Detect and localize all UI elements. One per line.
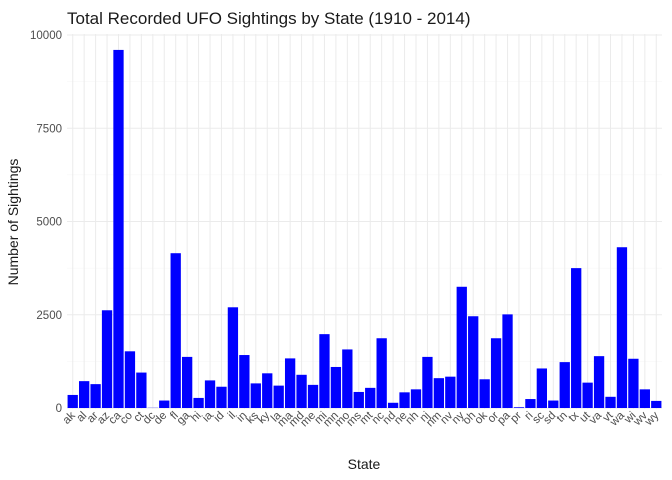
bar-oh [468,316,479,408]
bar-nm [433,378,445,408]
bar-ma [284,358,296,408]
bar-or [490,338,502,408]
bar-al [79,381,90,408]
bar-wv [639,389,650,408]
y-tick-label: 7500 [36,123,62,135]
y-axis-title: Number of Sightings [5,159,21,286]
y-tick-label: 2500 [36,310,62,322]
bar-pr [513,407,525,408]
x-tick-label: id [212,410,227,425]
bar-de [159,400,170,408]
bar-ny [456,286,467,408]
bar-in [239,355,250,408]
bar-tx [571,268,582,408]
bar-sd [548,400,559,408]
bar-ct [136,372,147,408]
bar-ms [353,391,364,408]
bar-id [216,386,227,408]
bar-va [593,356,605,408]
bar-mn [330,366,342,408]
x-tick-label: de [152,410,170,428]
bar-md [296,374,307,408]
bar-ak [67,394,78,408]
y-tick-label: 10000 [30,30,62,42]
x-tick-label: nh [404,410,422,428]
bar-nc [376,338,387,408]
x-tick-label: co [118,410,135,427]
bar-ok [479,379,490,408]
y-tick-label: 5000 [36,217,62,229]
bar-ky [262,373,273,408]
bar-wy [651,400,662,408]
bar-me [307,384,319,408]
x-axis-title: State [348,456,381,472]
x-tick-label: pr [508,410,524,426]
bar-nj [422,356,433,408]
chart-title: Total Recorded UFO Sightings by State (1… [67,9,471,28]
bar-ia [204,380,216,408]
bar-nd [387,402,399,408]
bar-la [273,385,284,408]
bar-mo [342,349,353,408]
bar-il [227,307,239,408]
bar-tn [559,362,570,408]
bar-nh [410,389,422,408]
bar-az [101,310,113,408]
bars [67,49,662,409]
bar-ga [181,356,193,408]
bar-ca [113,49,124,409]
bar-vt [605,396,616,408]
y-tick-label: 0 [56,403,62,415]
y-axis-ticks: 0 2500 5000 7500 10000 [30,30,62,415]
bar-ar [90,384,101,408]
bar-ut [582,382,593,408]
x-tick-label: wy [642,409,661,428]
bar-wi [628,358,639,408]
bar-wa [616,247,628,408]
bar-ri [525,399,536,408]
bar-mi [319,334,330,408]
bar-ne [399,392,410,408]
bar-sc [536,368,548,408]
bar-co [124,351,136,408]
bar-hi [193,397,204,408]
bar-ks [250,383,261,408]
bar-nv [445,376,456,408]
bar-mt [365,387,376,408]
bar-fl [170,253,181,408]
bar-pa [502,314,513,408]
